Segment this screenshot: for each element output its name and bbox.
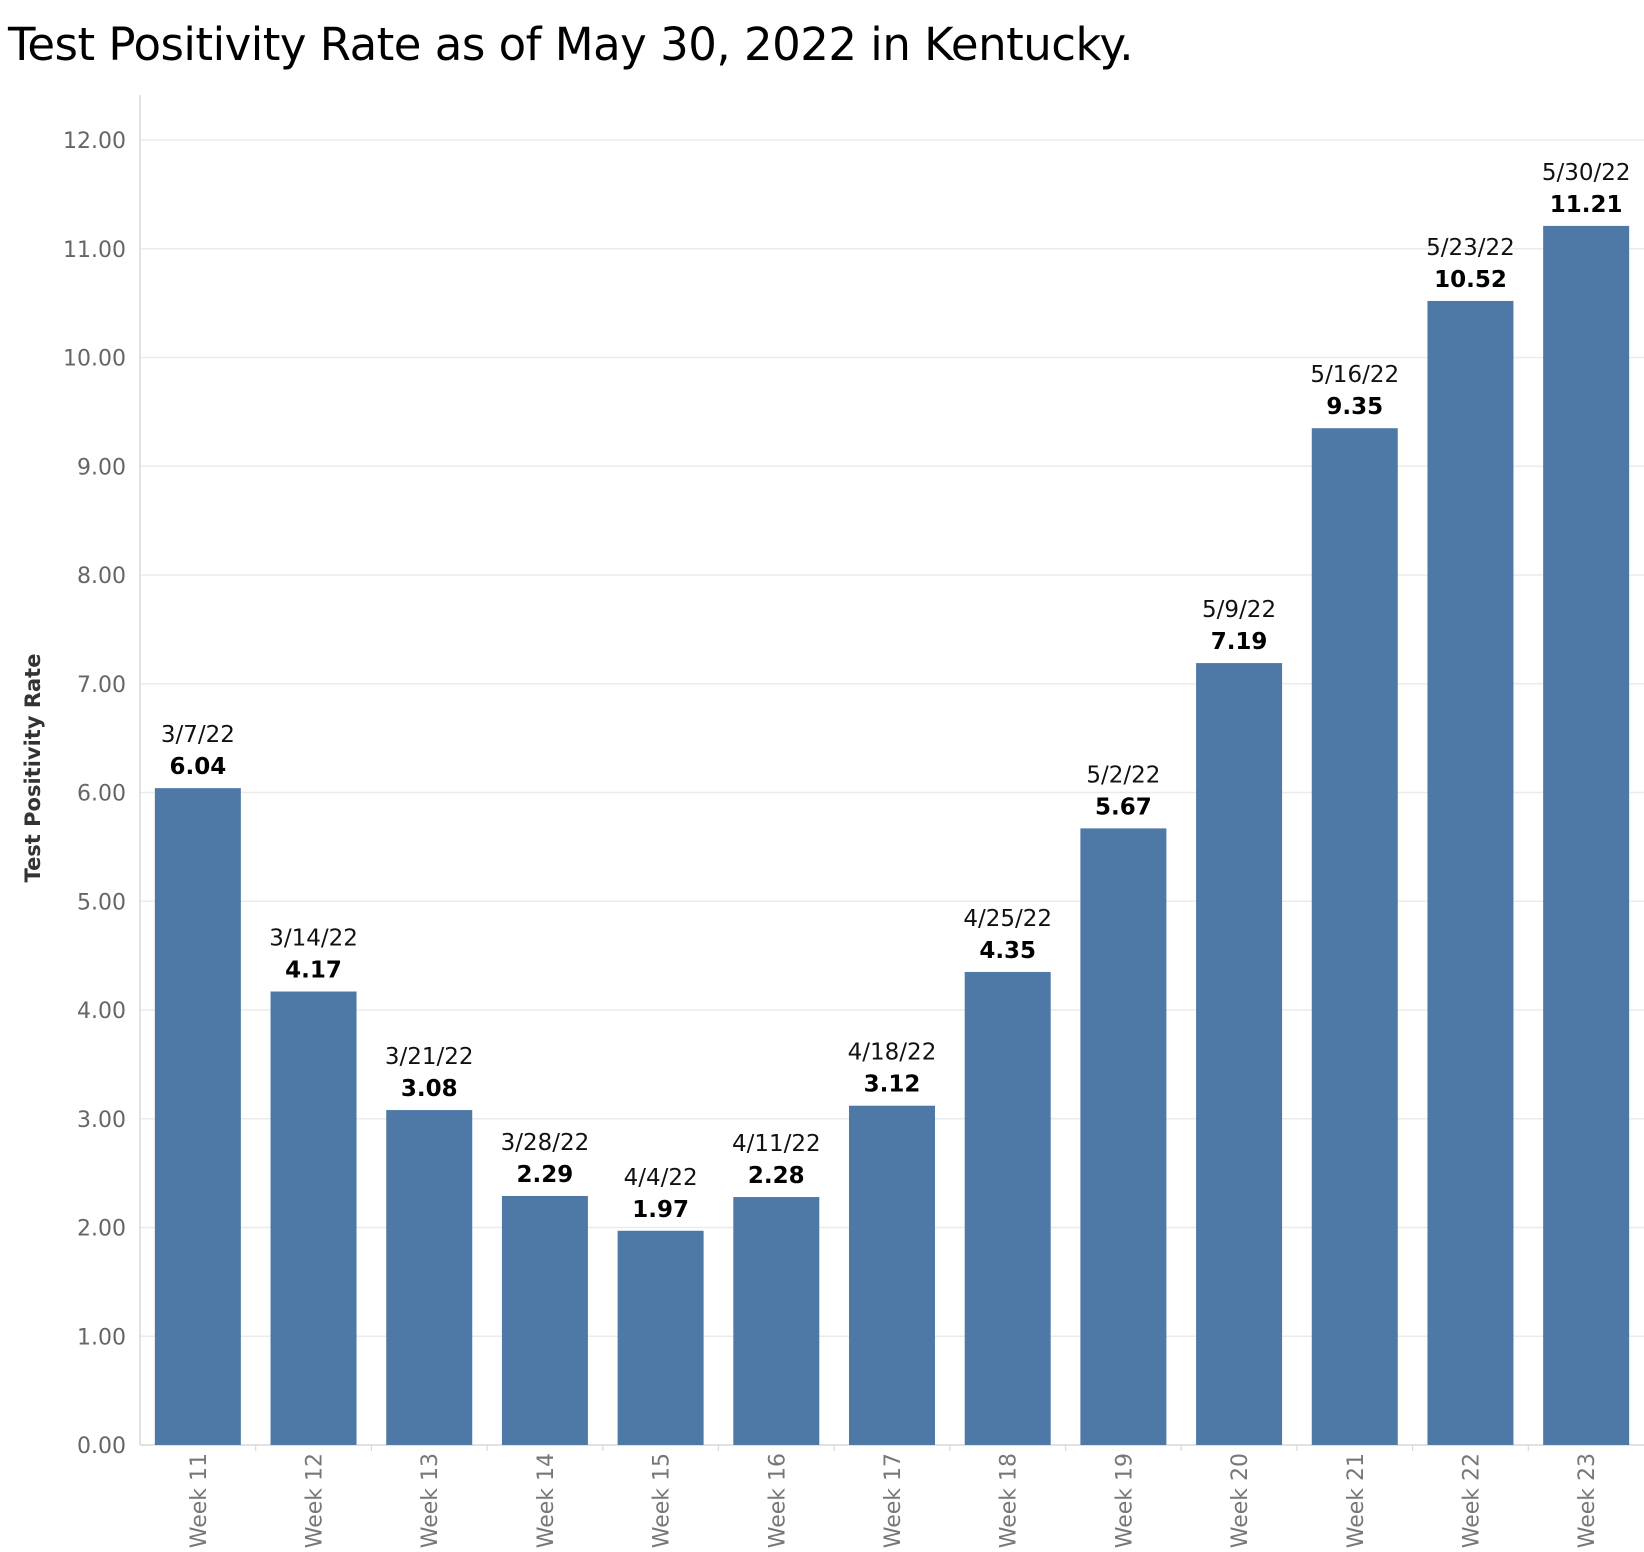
bar-value-label: 9.35: [1326, 394, 1383, 420]
bar-value-label: 4.17: [285, 958, 342, 984]
y-tick-label: 5.00: [77, 890, 126, 915]
bar-value-label: 7.19: [1211, 629, 1268, 655]
y-tick-label: 1.00: [77, 1325, 126, 1350]
bar-date-label: 5/2/22: [1086, 762, 1160, 788]
bar-date-label: 4/18/22: [848, 1040, 937, 1066]
bar-value-label: 2.28: [748, 1163, 805, 1189]
chart-title: Test Positivity Rate as of May 30, 2022 …: [8, 18, 1134, 71]
bar-date-label: 5/30/22: [1542, 160, 1631, 186]
x-axis-ticks: Week 11 Week 12 Week 13 Week 14 Week 15 Week …: [187, 1453, 1600, 1548]
x-tick-label: Week 22: [1459, 1453, 1484, 1548]
bar-value-label: 3.12: [864, 1072, 921, 1098]
bar-date-label: 4/4/22: [624, 1165, 698, 1191]
x-tick-label: Week 20: [1228, 1453, 1253, 1548]
bar-value-label: 3.08: [401, 1076, 458, 1102]
y-tick-label: 4.00: [77, 999, 126, 1024]
y-axis-title: Test Positivity Rate: [21, 654, 45, 883]
bar-value-label: 4.35: [979, 938, 1036, 964]
bar: [1543, 225, 1630, 1446]
x-tick-label: Week 21: [1344, 1453, 1369, 1548]
bar-date-label: 4/25/22: [963, 906, 1052, 932]
x-tick-label: Week 14: [534, 1453, 559, 1548]
y-tick-label: 0.00: [77, 1434, 126, 1459]
bar: [964, 971, 1051, 1445]
x-tick-label: Week 23: [1575, 1453, 1600, 1548]
y-tick-label: 11.00: [63, 238, 126, 263]
x-tick-label: Week 12: [303, 1453, 328, 1548]
bar-value-label: 10.52: [1434, 267, 1507, 293]
bar-date-label: 5/16/22: [1310, 362, 1399, 388]
bar: [386, 1110, 473, 1445]
bar: [154, 788, 241, 1445]
bars: [154, 225, 1630, 1446]
bar-date-label: 3/14/22: [269, 926, 358, 952]
x-tick-label: Week 16: [765, 1453, 790, 1548]
x-tick-label: Week 13: [418, 1453, 443, 1548]
bar-value-label: 2.29: [517, 1162, 574, 1188]
bar-date-label: 4/11/22: [732, 1131, 821, 1157]
bar: [617, 1230, 704, 1445]
bar: [733, 1197, 820, 1445]
y-tick-label: 9.00: [77, 455, 126, 480]
y-tick-label: 12.00: [63, 129, 126, 154]
y-tick-label: 2.00: [77, 1217, 126, 1242]
bar-date-label: 3/28/22: [501, 1130, 590, 1156]
x-tick-label: Week 17: [881, 1453, 906, 1548]
bar: [1427, 300, 1514, 1446]
bar-date-label: 3/7/22: [161, 722, 235, 748]
y-tick-label: 8.00: [77, 564, 126, 589]
y-tick-label: 7.00: [77, 673, 126, 698]
bar: [1311, 428, 1398, 1445]
y-tick-label: 10.00: [63, 347, 126, 372]
bar-value-label: 11.21: [1550, 192, 1623, 218]
y-tick-label: 3.00: [77, 1108, 126, 1133]
x-tick-label: Week 19: [1112, 1453, 1137, 1548]
bar-value-label: 1.97: [632, 1197, 689, 1223]
bar-date-label: 5/9/22: [1202, 597, 1276, 623]
bar: [1080, 828, 1167, 1445]
bar: [270, 991, 357, 1445]
bar: [1196, 663, 1283, 1445]
bar-labels: 3/7/22 6.04 3/14/22 4.17 3/21/22 3.08 3/28/22 2…: [161, 160, 1631, 1223]
bar: [501, 1195, 588, 1445]
bar-date-label: 3/21/22: [385, 1044, 474, 1070]
x-tick-label: Week 18: [997, 1453, 1022, 1548]
y-tick-label: 6.00: [77, 782, 126, 807]
bar-value-label: 5.67: [1095, 794, 1152, 820]
x-tick-label: Week 15: [650, 1453, 675, 1548]
x-tick-label: Week 11: [187, 1453, 212, 1548]
bar-value-label: 6.04: [169, 754, 226, 780]
bar-date-label: 5/23/22: [1426, 235, 1515, 261]
y-axis-ticks: 0.00 1.00 2.00 3.00 4.00 5.00 6.00 7.00 8.00 9.00…: [63, 129, 126, 1459]
bar: [849, 1105, 935, 1445]
